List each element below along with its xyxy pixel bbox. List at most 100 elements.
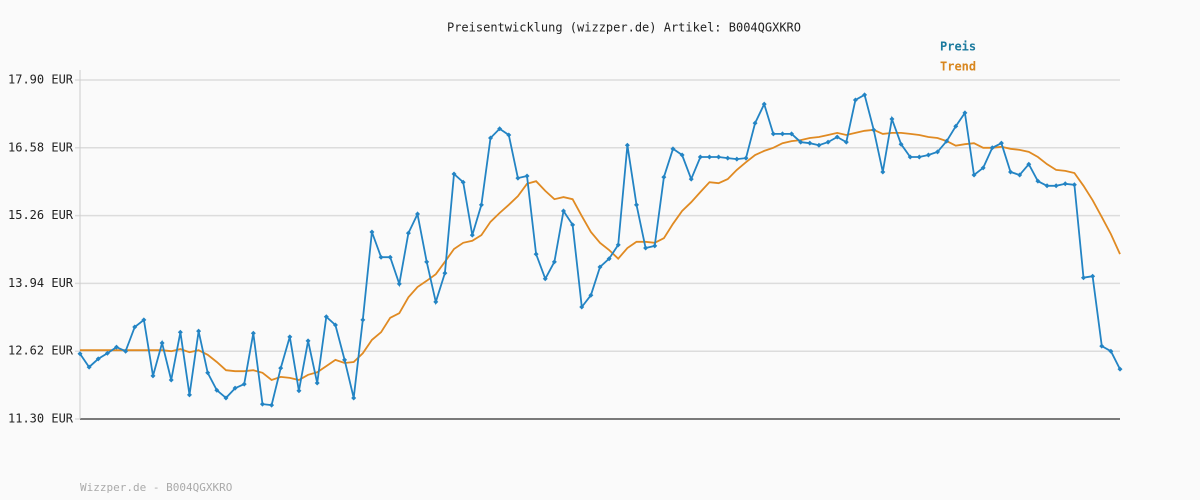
point <box>278 365 284 371</box>
point <box>597 264 603 270</box>
point <box>460 179 466 185</box>
point <box>1044 183 1050 189</box>
point <box>1108 348 1114 354</box>
point <box>852 97 858 103</box>
point <box>925 152 931 158</box>
point <box>415 211 421 217</box>
point <box>1090 273 1096 279</box>
point <box>123 348 129 354</box>
point <box>396 281 402 287</box>
point <box>624 142 630 148</box>
point <box>104 350 110 356</box>
point <box>615 242 621 248</box>
point <box>570 222 576 228</box>
point <box>1081 275 1087 281</box>
legend-label: Trend <box>940 60 976 74</box>
point <box>1017 172 1023 178</box>
point <box>661 174 667 180</box>
point <box>241 381 247 387</box>
point <box>113 344 119 350</box>
point <box>424 259 430 265</box>
point <box>159 340 165 346</box>
point <box>442 270 448 276</box>
point <box>250 330 256 336</box>
point <box>962 110 968 116</box>
point <box>405 230 411 236</box>
point <box>935 149 941 155</box>
point <box>725 155 731 161</box>
point <box>314 380 320 386</box>
point <box>351 395 357 401</box>
point <box>1117 366 1123 372</box>
point <box>907 154 913 160</box>
point <box>1099 343 1105 349</box>
point <box>989 145 995 151</box>
point <box>360 317 366 323</box>
y-tick-label: 15.26 EUR <box>8 208 74 222</box>
point <box>332 322 338 328</box>
point <box>816 142 822 148</box>
point <box>387 254 393 260</box>
point <box>716 154 722 160</box>
point <box>706 154 712 160</box>
point <box>506 132 512 138</box>
point <box>551 259 557 265</box>
point <box>214 387 220 393</box>
point <box>451 171 457 177</box>
y-tick-label: 16.58 EUR <box>8 140 74 154</box>
point <box>1008 169 1014 175</box>
point <box>323 314 329 320</box>
point <box>944 138 950 144</box>
chart-title: Preisentwicklung (wizzper.de) Artikel: B… <box>447 21 801 35</box>
point <box>1035 178 1041 184</box>
point <box>305 338 311 344</box>
y-tick-label: 12.62 EUR <box>8 344 74 358</box>
point <box>223 395 229 401</box>
point <box>132 324 138 330</box>
point <box>433 299 439 305</box>
y-tick-label: 17.90 EUR <box>8 73 74 87</box>
legend-label: Preis <box>940 40 976 54</box>
point <box>807 140 813 146</box>
point <box>916 154 922 160</box>
point <box>743 155 749 161</box>
point <box>825 139 831 145</box>
point <box>141 317 147 323</box>
point <box>86 364 92 370</box>
point <box>761 101 767 107</box>
point <box>542 276 548 282</box>
point <box>287 334 293 340</box>
point <box>269 402 275 408</box>
point <box>77 351 83 357</box>
point <box>515 175 521 181</box>
point <box>998 140 1004 146</box>
point <box>898 141 904 147</box>
point <box>752 120 758 126</box>
point <box>843 139 849 145</box>
point <box>734 156 740 162</box>
point <box>889 116 895 122</box>
point <box>971 172 977 178</box>
point <box>533 251 539 257</box>
point <box>259 401 265 407</box>
point <box>652 243 658 249</box>
point <box>643 245 649 251</box>
y-tick-label: 13.94 EUR <box>8 276 74 290</box>
point <box>95 356 101 362</box>
point <box>232 385 238 391</box>
point <box>369 229 375 235</box>
point <box>633 202 639 208</box>
point <box>168 377 174 383</box>
point <box>1062 181 1068 187</box>
point <box>524 173 530 179</box>
point <box>789 131 795 137</box>
point <box>779 131 785 137</box>
point <box>378 254 384 260</box>
point <box>953 123 959 129</box>
point <box>296 388 302 394</box>
point <box>880 169 886 175</box>
point <box>469 232 475 238</box>
